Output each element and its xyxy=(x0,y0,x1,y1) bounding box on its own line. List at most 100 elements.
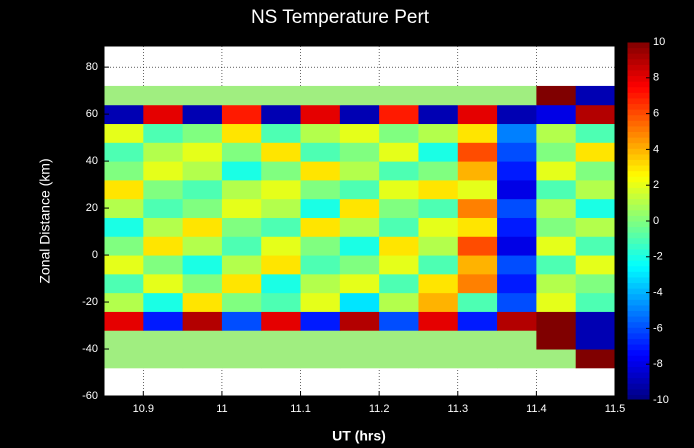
cell xyxy=(497,198,537,218)
cell xyxy=(182,142,223,162)
cell xyxy=(143,123,184,143)
cell xyxy=(143,161,184,181)
colorbar-swatch xyxy=(627,388,650,395)
colorbar-swatch xyxy=(627,260,650,267)
no-data-cell xyxy=(104,349,144,369)
cell xyxy=(457,255,498,275)
cell xyxy=(575,217,616,237)
cell xyxy=(379,273,419,294)
cell xyxy=(221,273,262,294)
cell xyxy=(536,161,577,181)
colorbar-swatch xyxy=(627,232,650,239)
no-data-cell xyxy=(143,330,184,350)
colorbar-swatch xyxy=(627,355,650,362)
no-data-cell xyxy=(261,349,302,369)
cell xyxy=(300,123,341,143)
no-data-cell xyxy=(339,349,380,369)
cell xyxy=(457,198,498,218)
colorbar-swatch xyxy=(627,344,650,351)
no-data-cell xyxy=(182,85,223,106)
cell xyxy=(339,236,380,256)
colorbar-swatch xyxy=(627,97,650,105)
cell xyxy=(143,198,184,218)
cell xyxy=(104,179,144,200)
cell xyxy=(457,123,498,143)
cell xyxy=(536,123,577,143)
cell xyxy=(379,311,419,331)
colorbar-swatch xyxy=(627,299,650,306)
no-data-cell xyxy=(143,349,184,369)
colorbar-swatch xyxy=(627,159,650,166)
cell xyxy=(104,273,144,294)
cell xyxy=(418,142,459,162)
colorbar-tick-label: 8 xyxy=(653,72,659,84)
cell xyxy=(379,198,419,218)
cell xyxy=(339,123,380,143)
no-data-cell xyxy=(418,85,459,106)
colorbar-swatch xyxy=(627,92,650,99)
colorbar-swatch xyxy=(627,137,650,144)
x-axis-label: UT (hrs) xyxy=(332,428,386,444)
colorbar-swatch xyxy=(627,276,650,284)
cell xyxy=(221,142,262,162)
cell xyxy=(182,123,223,143)
colorbar-swatch xyxy=(627,125,650,132)
cell xyxy=(143,179,184,200)
cell xyxy=(379,179,419,200)
no-data-cell xyxy=(104,85,144,106)
y-tick-label: 20 xyxy=(86,202,98,214)
cell xyxy=(457,292,498,312)
cell xyxy=(497,179,537,200)
cell xyxy=(536,217,577,237)
cell xyxy=(143,311,184,331)
cell xyxy=(418,292,459,312)
cell xyxy=(418,161,459,181)
colorbar-tick-label: 10 xyxy=(653,36,665,48)
no-data-cell xyxy=(143,85,184,106)
cell xyxy=(182,161,223,181)
cell xyxy=(339,104,380,125)
cell xyxy=(300,311,341,331)
cell xyxy=(536,292,577,312)
cell xyxy=(575,123,616,143)
no-data-cell xyxy=(418,330,459,350)
cell xyxy=(457,311,498,331)
cell xyxy=(221,179,262,200)
cell xyxy=(418,198,459,218)
colorbar-tick-label: -8 xyxy=(653,358,663,370)
cell xyxy=(221,161,262,181)
cell xyxy=(104,292,144,312)
cell xyxy=(497,123,537,143)
colorbar-swatch xyxy=(627,75,650,82)
colorbar-swatch xyxy=(627,204,650,211)
cell xyxy=(536,311,577,331)
cell xyxy=(221,255,262,275)
cell xyxy=(143,217,184,237)
colorbar-swatch xyxy=(627,310,650,317)
cell xyxy=(104,161,144,181)
cell xyxy=(339,217,380,237)
cell xyxy=(300,255,341,275)
cell xyxy=(497,104,537,125)
no-data-cell xyxy=(221,85,262,106)
cell xyxy=(418,179,459,200)
colorbar-swatch xyxy=(627,209,650,216)
cell xyxy=(143,236,184,256)
colorbar-swatch xyxy=(627,377,650,384)
cell xyxy=(536,142,577,162)
no-data-cell xyxy=(104,330,144,350)
cell xyxy=(339,179,380,200)
colorbar-swatch xyxy=(627,86,650,93)
colorbar-swatch xyxy=(627,165,650,172)
cell xyxy=(575,349,616,369)
cell xyxy=(339,292,380,312)
cell xyxy=(418,217,459,237)
cell xyxy=(221,236,262,256)
no-data-cell xyxy=(497,349,537,369)
colorbar-swatch xyxy=(627,142,650,149)
chart-title: NS Temperature Pert xyxy=(251,7,430,28)
no-data-cell xyxy=(497,85,537,106)
cell xyxy=(457,161,498,181)
cell xyxy=(300,104,341,125)
cell xyxy=(497,161,537,181)
